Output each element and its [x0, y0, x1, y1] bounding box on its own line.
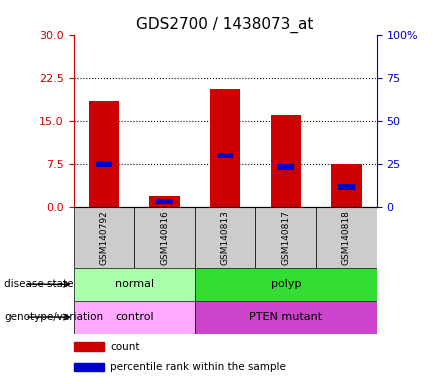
Text: GSM140792: GSM140792 [100, 210, 108, 265]
Bar [331, 164, 362, 207]
Bar [134, 207, 195, 268]
Bar [74, 301, 195, 333]
Bar [195, 268, 377, 301]
Text: GSM140818: GSM140818 [342, 210, 351, 265]
Bar [195, 301, 377, 333]
Bar [156, 199, 173, 204]
Text: PTEN mutant: PTEN mutant [249, 312, 322, 322]
Text: normal: normal [115, 279, 154, 289]
Bar [74, 363, 103, 371]
Text: GSM140816: GSM140816 [160, 210, 169, 265]
Text: control: control [115, 312, 154, 322]
Bar [217, 152, 233, 158]
Bar [89, 101, 119, 207]
Bar [74, 343, 103, 351]
Text: polyp: polyp [271, 279, 301, 289]
Text: genotype/variation: genotype/variation [4, 312, 103, 322]
Bar [149, 196, 180, 207]
Bar [74, 268, 195, 301]
Text: GSM140813: GSM140813 [221, 210, 229, 265]
Bar [278, 164, 294, 170]
Bar [255, 207, 316, 268]
Bar [74, 207, 134, 268]
Text: count: count [110, 341, 140, 352]
Bar [210, 89, 240, 207]
Bar [271, 115, 301, 207]
Bar [338, 184, 355, 190]
Text: percentile rank within the sample: percentile rank within the sample [110, 362, 286, 372]
Bar [316, 207, 377, 268]
Bar [195, 207, 255, 268]
Text: GSM140817: GSM140817 [281, 210, 290, 265]
Bar [96, 161, 112, 167]
Text: disease state: disease state [4, 279, 74, 289]
Title: GDS2700 / 1438073_at: GDS2700 / 1438073_at [136, 17, 314, 33]
